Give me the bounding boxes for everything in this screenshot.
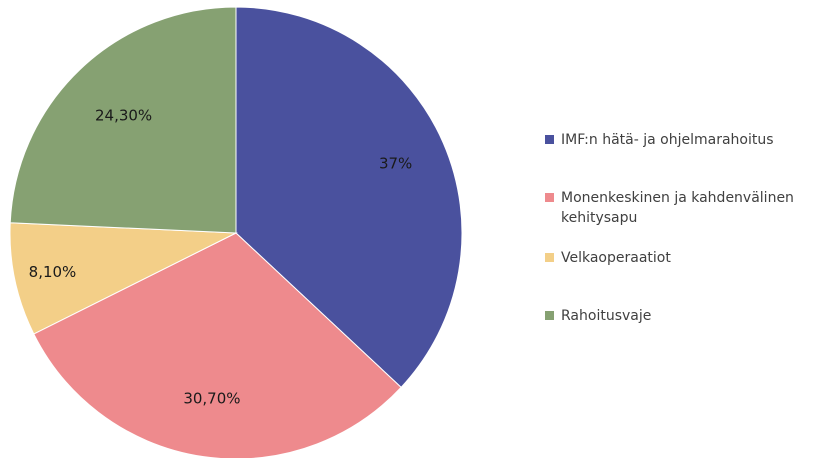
data-label-imf: 37% (379, 155, 412, 173)
legend-label: Rahoitusvaje (561, 308, 652, 324)
legend-label: Monenkeskinen ja kahdenvälinen kehitysap… (561, 190, 794, 226)
legend-swatch (545, 193, 554, 202)
legend-swatch (545, 311, 554, 320)
legend-item-velkaoperaatiot: Velkaoperaatiot (545, 248, 815, 268)
data-label-rahoitusvaje: 24,30% (95, 106, 152, 124)
data-label-velkaoperaatiot: 8,10% (29, 263, 77, 281)
legend-label: IMF:n hätä- ja ohjelmarahoitus (561, 132, 774, 148)
pie-slice-kehitysapu (33, 232, 402, 458)
legend-item-rahoitusvaje: Rahoitusvaje (545, 306, 815, 326)
pie-slice-rahoitusvaje (9, 6, 237, 234)
pie-slice-imf (235, 6, 463, 389)
legend-swatch (545, 135, 554, 144)
legend-label: Velkaoperaatiot (561, 250, 671, 266)
legend-item-imf: IMF:n hätä- ja ohjelmarahoitus (545, 130, 815, 150)
pie-slice-velkaoperaatiot (9, 222, 238, 335)
data-label-kehitysapu: 30,70% (183, 390, 240, 408)
legend-item-kehitysapu: Monenkeskinen ja kahdenvälinen kehitysap… (545, 188, 815, 228)
legend-swatch (545, 253, 554, 262)
